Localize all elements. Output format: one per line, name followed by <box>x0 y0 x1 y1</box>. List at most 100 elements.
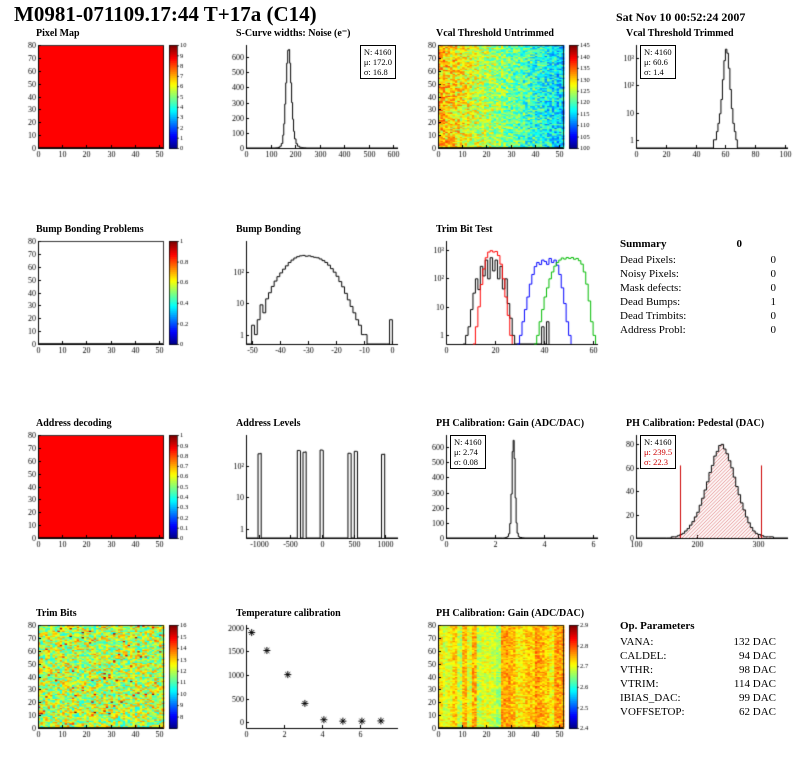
panel-address-decoding: Address decoding <box>16 418 206 554</box>
op-parameter-label: CALDEL: <box>620 650 667 662</box>
summary-row: Mask defects: 0 <box>620 281 776 295</box>
address-levels-histogram <box>216 430 406 552</box>
summary-value: 0 <box>770 268 777 280</box>
chart-title: Address decoding <box>36 418 112 429</box>
op-parameter-row: VANA: 132 DAC <box>620 635 776 649</box>
stats-sigma: σ: 1.4 <box>644 67 664 77</box>
summary-value: 0 <box>770 254 777 266</box>
summary-label: Mask defects: <box>620 282 682 294</box>
chart-title: PH Calibration: Gain (ADC/DAC) <box>436 418 585 429</box>
op-parameter-value: 94 DAC <box>739 650 776 662</box>
pixel-map-heatmap <box>16 40 206 162</box>
ph-gain-heatmap <box>416 620 606 742</box>
op-parameter-value: 132 DAC <box>733 636 776 648</box>
panel-vcal-threshold-trimmed: Vcal Threshold Trimmed N: 4160 μ: 60.6 σ… <box>606 28 796 164</box>
summary-row: Address Probl: 0 <box>620 323 776 337</box>
trim-bit-test-histogram <box>416 236 606 358</box>
address-decoding-heatmap <box>16 430 206 552</box>
summary-label: Dead Pixels: <box>620 254 676 266</box>
op-parameter-row: VTRIM: 114 DAC <box>620 677 776 691</box>
ph-pedestal-histogram <box>606 430 796 552</box>
op-parameter-label: VTHR: <box>620 664 653 676</box>
op-parameter-label: VANA: <box>620 636 654 648</box>
panel-bump-bonding: Bump Bonding <box>216 224 406 360</box>
stats-entries: N: 4160 <box>644 47 672 57</box>
summary-row: Noisy Pixels: 0 <box>620 267 776 281</box>
panel-scurve-noise: S-Curve widths: Noise (e⁻) N: 4160 μ: 17… <box>216 28 406 164</box>
summary-label: Dead Trimbits: <box>620 310 687 322</box>
summary-row: Dead Pixels: 0 <box>620 253 776 267</box>
vcal-trimmed-histogram <box>606 40 796 162</box>
summary-value: 1 <box>770 296 777 308</box>
summary-value: 0 <box>770 282 777 294</box>
summary-title: Summary <box>620 238 667 250</box>
op-parameter-value: 114 DAC <box>733 678 776 690</box>
op-parameter-label: IBIAS_DAC: <box>620 692 681 704</box>
op-parameter-label: VOFFSETOP: <box>620 706 685 718</box>
stats-mean: μ: 239.5 <box>644 447 673 457</box>
chart-title: Vcal Threshold Trimmed <box>626 28 734 39</box>
op-parameter-label: VTRIM: <box>620 678 659 690</box>
stats-box: N: 4160 μ: 239.5 σ: 22.3 <box>640 435 677 469</box>
op-parameter-value: 98 DAC <box>739 664 776 676</box>
report-datetime: Sat Nov 10 00:52:24 2007 <box>616 10 746 24</box>
panel-bump-bonding-problems: Bump Bonding Problems <box>16 224 206 360</box>
panel-pixel-map: Pixel Map <box>16 28 206 164</box>
op-parameter-row: IBIAS_DAC: 99 DAC <box>620 691 776 705</box>
stats-mean: μ: 60.6 <box>644 57 668 67</box>
summary-label: Address Probl: <box>620 324 686 336</box>
panel-ph-pedestal: PH Calibration: Pedestal (DAC) N: 4160 μ… <box>606 418 796 554</box>
chart-title: Trim Bits <box>36 608 77 619</box>
summary-value: 0 <box>770 310 777 322</box>
bump-bonding-histogram <box>216 236 406 358</box>
op-parameter-row: CALDEL: 94 DAC <box>620 649 776 663</box>
chart-title: PH Calibration: Pedestal (DAC) <box>626 418 765 429</box>
panel-ph-gain-map: PH Calibration: Gain (ADC/DAC) <box>416 608 606 744</box>
chart-title: Vcal Threshold Untrimmed <box>436 28 554 39</box>
op-parameters-title: Op. Parameters <box>620 620 695 632</box>
op-parameter-value: 99 DAC <box>739 692 776 704</box>
stats-entries: N: 4160 <box>644 437 672 447</box>
panel-ph-gain-hist: PH Calibration: Gain (ADC/DAC) N: 4160 μ… <box>416 418 606 554</box>
stats-entries: N: 4160 <box>454 437 482 447</box>
summary-label: Dead Bumps: <box>620 296 681 308</box>
stats-box: N: 4160 μ: 2.74 σ: 0.08 <box>450 435 486 469</box>
vcal-untrimmed-heatmap <box>416 40 606 162</box>
summary-row: Dead Bumps: 1 <box>620 295 776 309</box>
summary-title-row: Summary 0 <box>620 238 742 250</box>
temperature-calibration-scatter <box>216 620 406 742</box>
op-parameter-value: 62 DAC <box>739 706 776 718</box>
ph-gain-histogram <box>416 430 606 552</box>
chart-title: PH Calibration: Gain (ADC/DAC) <box>436 608 585 619</box>
stats-box: N: 4160 μ: 60.6 σ: 1.4 <box>640 45 676 79</box>
op-parameter-row: VOFFSETOP: 62 DAC <box>620 705 776 719</box>
summary-row: Dead Trimbits: 0 <box>620 309 776 323</box>
stats-sigma: σ: 22.3 <box>644 457 668 467</box>
chart-title: S-Curve widths: Noise (e⁻) <box>236 28 351 39</box>
chart-title: Bump Bonding Problems <box>36 224 144 235</box>
panel-vcal-threshold-untrimmed: Vcal Threshold Untrimmed <box>416 28 606 164</box>
stats-sigma: σ: 0.08 <box>454 457 478 467</box>
stats-entries: N: 4160 <box>363 47 392 57</box>
summary-label: Noisy Pixels: <box>620 268 679 280</box>
summary-panel: Summary 0 Dead Pixels: 0 Noisy Pixels: 0 M… <box>620 238 776 337</box>
chart-title: Temperature calibration <box>236 608 341 619</box>
summary-value: 0 <box>770 324 777 336</box>
panel-temperature-calibration: Temperature calibration <box>216 608 406 744</box>
stats-mean: μ: 2.74 <box>454 447 478 457</box>
stats-mean: μ: 172.0 <box>363 57 392 67</box>
chart-title: Pixel Map <box>36 28 80 39</box>
op-parameter-row: VTHR: 98 DAC <box>620 663 776 677</box>
bump-bonding-problems-heatmap <box>16 236 206 358</box>
chart-title: Bump Bonding <box>236 224 301 235</box>
op-parameters-panel: Op. Parameters VANA: 132 DAC CALDEL: 94 DA… <box>620 620 776 719</box>
stats-box: N: 4160 μ: 172.0 σ: 16.8 <box>359 45 396 79</box>
trim-bits-heatmap <box>16 620 206 742</box>
chart-title: Address Levels <box>236 418 301 429</box>
panel-address-levels: Address Levels <box>216 418 406 554</box>
stats-sigma: σ: 16.8 <box>363 67 388 77</box>
panel-trim-bits-map: Trim Bits <box>16 608 206 744</box>
page-title: M0981-071109.17:44 T+17a (C14) <box>14 2 317 26</box>
chart-title: Trim Bit Test <box>436 224 493 235</box>
